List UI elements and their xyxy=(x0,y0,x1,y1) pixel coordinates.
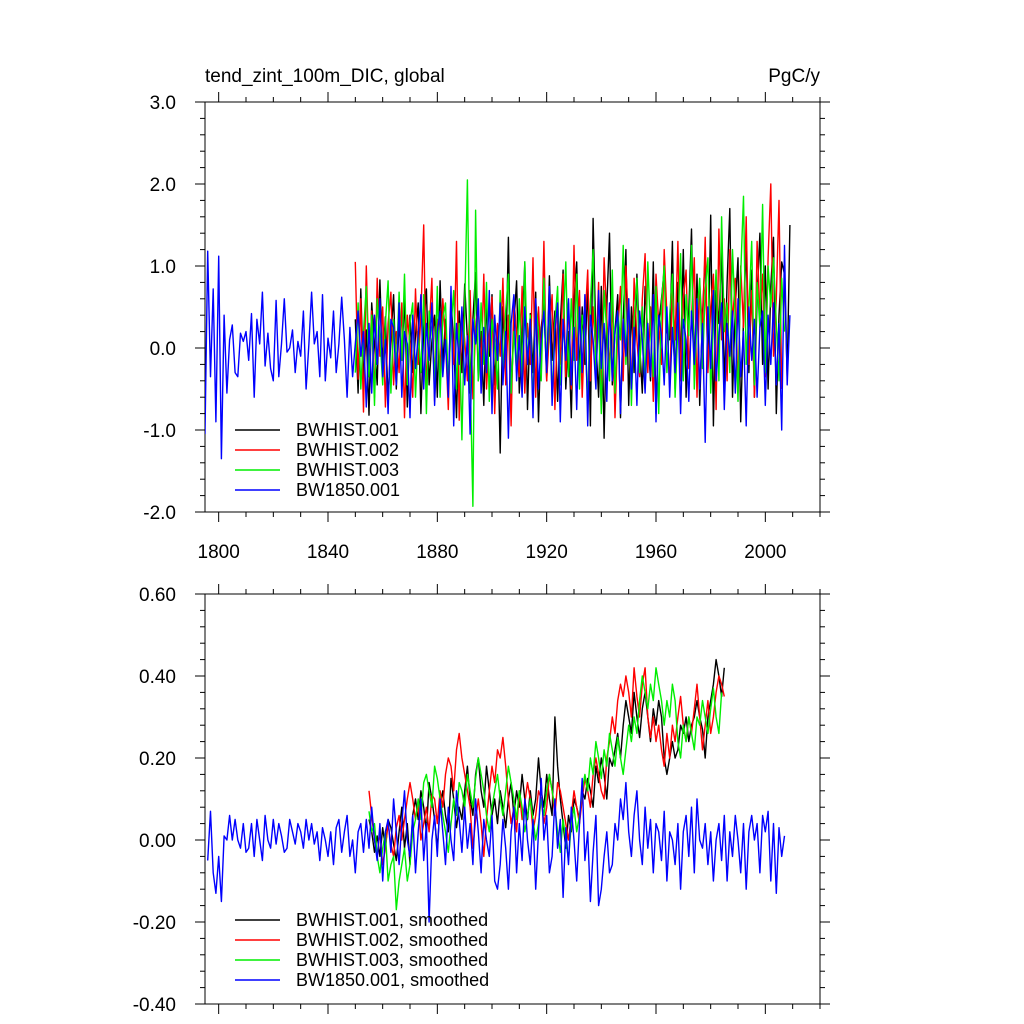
units-label: PgC/y xyxy=(768,66,820,87)
x-tick-label: 1960 xyxy=(635,542,677,563)
y-tick-label: 0.00 xyxy=(139,831,176,852)
x-tick-label: 2000 xyxy=(744,542,786,563)
y-tick-label: -0.40 xyxy=(133,995,176,1016)
legend-label: BWHIST.001, smoothed xyxy=(296,910,488,930)
series-group xyxy=(207,658,786,923)
x-tick-label: 1840 xyxy=(307,542,349,563)
series-line-bwhist-003-smoothed xyxy=(368,667,723,911)
plot-frame xyxy=(204,593,821,1005)
legend-label: BW1850.001 xyxy=(296,480,400,500)
series-line-bw1850-001 xyxy=(205,244,791,460)
top-panel: -2.0 -1.0 0.0 1.0 2.0 3.0 1800 1840 1880 1920 1960… xyxy=(143,66,830,563)
bottom-panel: -0.40 -0.20 0.00 0.20 0.40 0.60 BWHIST.001, sm… xyxy=(133,584,830,1016)
series-group xyxy=(205,179,791,507)
legend-label: BWHIST.003, smoothed xyxy=(296,950,488,970)
legend-label: BWHIST.003 xyxy=(296,460,399,480)
y-tick-label: -0.20 xyxy=(133,913,176,934)
chart-title: tend_zint_100m_DIC, global xyxy=(205,66,445,87)
x-tick-label: 1920 xyxy=(526,542,568,563)
plot-frame xyxy=(204,101,821,513)
y-tick-label: 0.0 xyxy=(150,339,176,360)
y-tick-label: -1.0 xyxy=(143,421,176,442)
x-tick-label: 1800 xyxy=(198,542,240,563)
series-line-bwhist-002-smoothed xyxy=(368,667,725,866)
legend-label: BW1850.001, smoothed xyxy=(296,970,489,990)
y-tick-label: 1.0 xyxy=(150,257,176,278)
y-tick-label: 0.20 xyxy=(139,749,176,770)
series-line-bw1850-001-smoothed xyxy=(207,777,786,923)
x-tick-label: 1880 xyxy=(416,542,458,563)
legend-label: BWHIST.001 xyxy=(296,420,399,440)
legend-label: BWHIST.002, smoothed xyxy=(296,930,488,950)
y-tick-label: 2.0 xyxy=(150,175,176,196)
y-tick-label: 0.40 xyxy=(139,667,176,688)
legend-label: BWHIST.002 xyxy=(296,440,399,460)
y-tick-label: -2.0 xyxy=(143,503,176,524)
y-tick-label: 3.0 xyxy=(150,93,176,114)
y-tick-label: 0.60 xyxy=(139,585,176,606)
